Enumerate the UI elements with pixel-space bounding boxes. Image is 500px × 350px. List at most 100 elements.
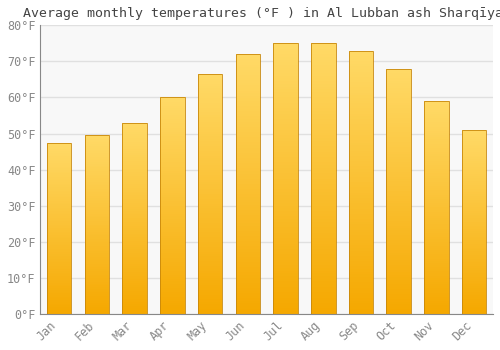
Bar xyxy=(198,261,222,264)
Bar xyxy=(122,209,147,211)
Bar xyxy=(84,275,109,276)
Bar xyxy=(311,114,336,116)
Bar xyxy=(311,306,336,308)
Bar xyxy=(160,117,184,119)
Bar xyxy=(160,286,184,288)
Bar xyxy=(311,281,336,284)
Bar xyxy=(386,255,411,258)
Bar xyxy=(236,184,260,187)
Bar xyxy=(84,173,109,175)
Bar xyxy=(160,97,184,100)
Bar xyxy=(160,223,184,225)
Bar xyxy=(198,165,222,168)
Bar xyxy=(311,192,336,195)
Bar xyxy=(198,180,222,182)
Bar xyxy=(84,233,109,235)
Bar xyxy=(84,257,109,259)
Bar xyxy=(160,271,184,273)
Bar xyxy=(122,161,147,163)
Bar xyxy=(198,100,222,103)
Bar xyxy=(236,223,260,225)
Bar xyxy=(236,106,260,109)
Bar xyxy=(236,140,260,142)
Bar xyxy=(160,249,184,251)
Bar xyxy=(311,197,336,200)
Bar xyxy=(236,202,260,205)
Bar xyxy=(84,203,109,205)
Bar xyxy=(198,144,222,146)
Bar xyxy=(274,125,298,127)
Bar xyxy=(84,201,109,203)
Bar xyxy=(84,282,109,284)
Bar xyxy=(160,256,184,258)
Bar xyxy=(311,311,336,314)
Bar xyxy=(424,180,448,182)
Bar xyxy=(311,187,336,189)
Bar xyxy=(84,185,109,187)
Bar xyxy=(47,310,72,312)
Bar xyxy=(198,307,222,309)
Bar xyxy=(160,217,184,219)
Bar xyxy=(236,62,260,64)
Bar xyxy=(424,203,448,205)
Bar xyxy=(462,250,486,251)
Bar xyxy=(311,249,336,252)
Bar xyxy=(84,248,109,250)
Bar xyxy=(122,128,147,130)
Bar xyxy=(424,169,448,171)
Bar xyxy=(348,58,374,61)
Bar xyxy=(424,235,448,237)
Bar xyxy=(122,159,147,161)
Bar xyxy=(160,258,184,260)
Bar xyxy=(462,295,486,298)
Bar xyxy=(348,79,374,82)
Bar xyxy=(236,194,260,197)
Bar xyxy=(424,201,448,203)
Bar xyxy=(160,110,184,113)
Bar xyxy=(462,159,486,161)
Bar xyxy=(424,184,448,186)
Bar xyxy=(424,257,448,259)
Bar xyxy=(386,127,411,130)
Bar xyxy=(424,278,448,280)
Bar xyxy=(311,57,336,60)
Bar xyxy=(236,117,260,119)
Bar xyxy=(311,111,336,114)
Bar xyxy=(198,225,222,228)
Bar xyxy=(160,106,184,108)
Bar xyxy=(84,301,109,303)
Bar xyxy=(462,260,486,262)
Bar xyxy=(424,210,448,212)
Bar xyxy=(122,302,147,304)
Bar xyxy=(348,88,374,90)
Bar xyxy=(198,79,222,81)
Bar xyxy=(386,176,411,179)
Bar xyxy=(274,81,298,84)
Bar xyxy=(311,138,336,141)
Bar xyxy=(198,196,222,199)
Bar xyxy=(462,246,486,248)
Bar xyxy=(198,96,222,98)
Bar xyxy=(462,187,486,189)
Bar xyxy=(47,245,72,247)
Bar xyxy=(198,124,222,127)
Bar xyxy=(198,103,222,105)
Bar xyxy=(424,271,448,273)
Bar xyxy=(311,222,336,225)
Bar xyxy=(311,119,336,122)
Bar xyxy=(348,164,374,166)
Bar xyxy=(198,141,222,144)
Bar xyxy=(160,277,184,279)
Bar xyxy=(236,280,260,283)
Bar xyxy=(122,224,147,226)
Bar xyxy=(122,245,147,247)
Bar xyxy=(160,234,184,236)
Bar xyxy=(311,162,336,165)
Bar xyxy=(160,119,184,121)
Bar xyxy=(84,284,109,285)
Bar xyxy=(386,233,411,236)
Bar xyxy=(311,144,336,146)
Bar xyxy=(424,259,448,261)
Bar xyxy=(424,182,448,184)
Bar xyxy=(122,195,147,197)
